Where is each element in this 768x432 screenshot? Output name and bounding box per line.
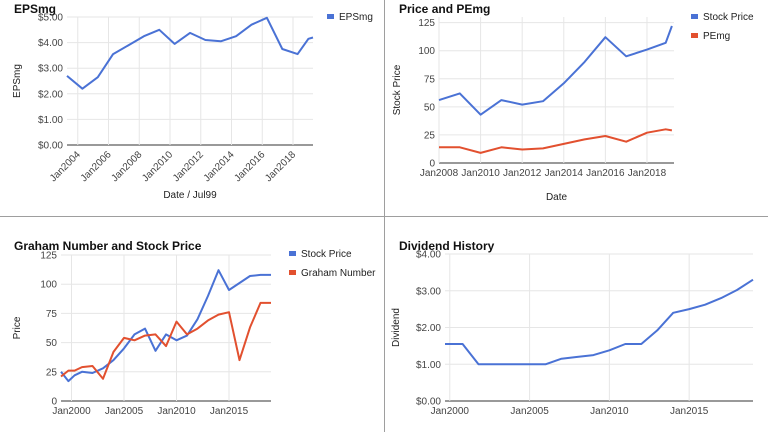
y-tick-label: 50 — [424, 102, 436, 113]
y-tick-label: 25 — [46, 367, 58, 378]
x-tick-label: Jan2006 — [79, 149, 114, 184]
y-tick-label: $2.00 — [38, 89, 63, 100]
y-tick-label: 125 — [40, 251, 57, 262]
y-tick-label: 0 — [51, 397, 57, 408]
price-pe-chart-panel: 0 25 50 75 100 125 Jan2008 Jan2010 Jan2012 Jan201… — [385, 0, 768, 216]
x-tick-label: Jan2016 — [586, 168, 625, 179]
y-tick-label: $4.00 — [416, 250, 441, 261]
series-line-epsmg — [66, 16, 314, 90]
x-tick-label: Jan2015 — [670, 406, 709, 417]
x-tick-label: Jan2012 — [171, 149, 206, 184]
x-tick-label: Jan2000 — [52, 406, 91, 417]
y-axis-title: Price — [12, 316, 23, 339]
y-axis-title: Dividend — [391, 308, 402, 347]
legend-swatch — [691, 14, 698, 19]
x-tick-label: Jan2014 — [202, 149, 237, 184]
legend-label: PEmg — [703, 31, 730, 42]
y-tick-label: $3.00 — [416, 286, 441, 297]
x-axis-title: Date / Jul99 — [163, 190, 217, 201]
epsmg-chart-panel: $0.00 $1.00 $2.00 $3.00 $4.00 $5.00 Jan2004 Jan… — [0, 0, 384, 216]
dividend-svg: $0.00 $1.00 $2.00 $3.00 $4.00 Jan2000 Jan2005 J… — [391, 239, 754, 417]
horizontal-divider — [0, 216, 768, 217]
x-tick-label: Jan2004 — [48, 149, 83, 184]
y-tick-label: 0 — [429, 159, 435, 170]
y-tick-label: $1.00 — [416, 360, 441, 371]
legend-swatch — [327, 14, 334, 19]
series-line-dividend — [445, 278, 754, 366]
legend-label: Stock Price — [703, 12, 754, 23]
legend-swatch — [691, 33, 698, 38]
series-line-graham-number — [60, 301, 271, 380]
graham-chart-panel: 0 25 50 75 100 125 Jan2000 Jan2005 Jan2010 Jan201… — [0, 217, 384, 432]
y-tick-label: 50 — [46, 338, 58, 349]
series-line-pemg — [439, 128, 673, 154]
x-tick-label: Jan2015 — [210, 406, 249, 417]
x-tick-label: Jan2008 — [109, 149, 144, 184]
graham-svg: 0 25 50 75 100 125 Jan2000 Jan2005 Jan2010 Jan201… — [12, 239, 376, 417]
y-tick-label: 75 — [46, 309, 58, 320]
x-tick-label: Jan2018 — [628, 168, 667, 179]
y-axis-title: EPSmg — [12, 64, 23, 98]
x-tick-label: Jan2010 — [157, 406, 196, 417]
x-tick-label: Jan2010 — [461, 168, 500, 179]
y-tick-label: 25 — [424, 130, 436, 141]
y-tick-label: $1.00 — [38, 115, 63, 126]
y-tick-label: $5.00 — [38, 13, 63, 24]
series-line-stock-price — [60, 269, 271, 383]
x-tick-label: Jan2010 — [140, 149, 175, 184]
y-tick-label: 100 — [418, 46, 435, 57]
x-tick-label: Jan2008 — [420, 168, 459, 179]
x-tick-label: Jan2005 — [510, 406, 549, 417]
y-tick-label: 100 — [40, 280, 57, 291]
y-axis-title: Stock Price — [392, 64, 403, 115]
y-tick-label: $3.00 — [38, 64, 63, 75]
dividend-chart-panel: $0.00 $1.00 $2.00 $3.00 $4.00 Jan2000 Jan2005 J… — [385, 217, 768, 432]
legend-label: Stock Price — [301, 249, 352, 260]
chart-title: Graham Number and Stock Price — [14, 239, 202, 253]
y-tick-label: $2.00 — [416, 323, 441, 334]
y-tick-label: $0.00 — [38, 141, 63, 152]
x-axis-title: Date — [546, 192, 568, 203]
legend-swatch — [289, 270, 296, 275]
y-tick-label: 75 — [424, 74, 436, 85]
y-tick-label: $4.00 — [38, 38, 63, 49]
x-tick-label: Jan2005 — [105, 406, 144, 417]
series-line-stock-price — [438, 25, 673, 116]
x-tick-label: Jan2000 — [431, 406, 470, 417]
legend-swatch — [289, 251, 296, 256]
y-tick-label: $0.00 — [416, 397, 441, 408]
x-tick-label: Jan2014 — [545, 168, 584, 179]
legend-label: Graham Number — [301, 268, 376, 279]
chart-title: EPSmg — [14, 2, 56, 16]
chart-title: Price and PEmg — [399, 2, 490, 16]
x-tick-label: Jan2012 — [503, 168, 542, 179]
x-tick-label: Jan2010 — [590, 406, 629, 417]
epsmg-svg: $0.00$1.00$2.00$3.00$4.00$5.00Jan2004Jan… — [12, 2, 373, 201]
x-tick-label: Jan2018 — [263, 149, 298, 184]
x-tick-label: Jan2016 — [232, 149, 267, 184]
chart-title: Dividend History — [399, 239, 495, 253]
legend-label: EPSmg — [339, 12, 373, 23]
y-tick-label: 125 — [418, 18, 435, 29]
